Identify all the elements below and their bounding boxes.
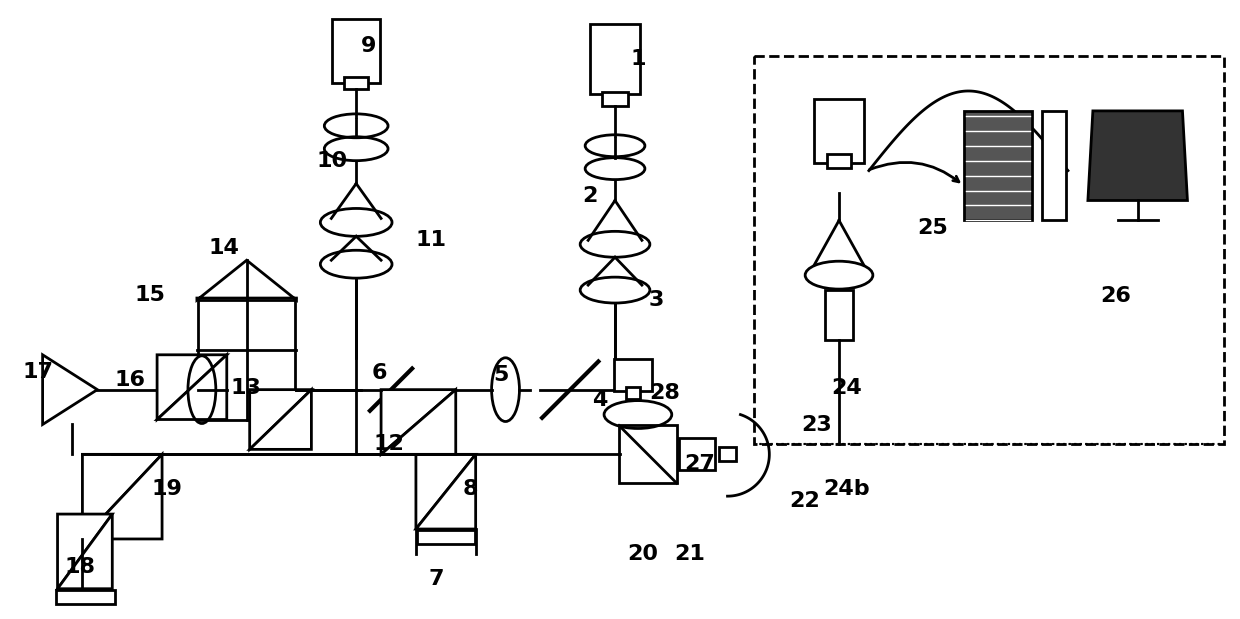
Text: 9: 9 (361, 36, 376, 56)
Text: 24b: 24b (823, 479, 870, 499)
Bar (417, 530, 475, 544)
Bar (332, 19, 381, 83)
Bar (1042, 111, 1066, 220)
Text: 26: 26 (1100, 286, 1131, 306)
Text: 18: 18 (64, 557, 95, 577)
Text: 3: 3 (649, 290, 663, 310)
Text: 27: 27 (684, 454, 715, 474)
Text: 17: 17 (22, 361, 53, 382)
Text: 16: 16 (115, 370, 146, 390)
Polygon shape (249, 389, 311, 449)
Polygon shape (57, 514, 113, 589)
Text: 21: 21 (675, 544, 706, 564)
Text: 22: 22 (789, 491, 820, 511)
Text: 1: 1 (630, 49, 646, 69)
Text: 12: 12 (373, 435, 404, 454)
Polygon shape (381, 389, 456, 454)
Bar (619, 425, 677, 483)
Bar (345, 77, 368, 89)
Polygon shape (82, 454, 162, 539)
Bar (590, 24, 640, 94)
Bar (965, 111, 1032, 220)
Polygon shape (1087, 111, 1188, 201)
Text: 4: 4 (593, 389, 608, 410)
Polygon shape (157, 355, 227, 420)
Text: 20: 20 (627, 544, 658, 564)
Polygon shape (42, 355, 98, 425)
Polygon shape (197, 260, 296, 300)
Polygon shape (415, 454, 476, 529)
Text: 28: 28 (650, 383, 681, 402)
Polygon shape (249, 389, 311, 449)
Text: 5: 5 (492, 365, 508, 384)
Text: 25: 25 (918, 219, 947, 238)
Polygon shape (381, 389, 456, 454)
Text: 11: 11 (415, 230, 446, 250)
Polygon shape (157, 355, 227, 420)
Text: 6: 6 (371, 363, 387, 383)
Text: 14: 14 (208, 238, 239, 258)
Text: 7: 7 (428, 569, 444, 589)
Bar (56, 590, 115, 604)
Polygon shape (82, 454, 162, 539)
Text: 8: 8 (463, 479, 479, 499)
Text: 15: 15 (135, 285, 166, 305)
Text: 23: 23 (802, 415, 832, 436)
Text: 13: 13 (231, 378, 262, 397)
Bar (827, 154, 851, 168)
Bar (614, 359, 652, 391)
Bar (198, 300, 295, 420)
Bar (603, 92, 627, 106)
Text: 24: 24 (832, 378, 862, 397)
Polygon shape (57, 514, 113, 589)
Bar (815, 99, 864, 163)
Text: 19: 19 (151, 479, 182, 499)
Bar (678, 438, 714, 470)
Bar (718, 448, 737, 461)
Polygon shape (415, 454, 476, 529)
Text: 2: 2 (583, 186, 598, 206)
Text: 10: 10 (316, 150, 348, 171)
Bar (825, 290, 853, 340)
Bar (754, 56, 1224, 444)
Bar (626, 387, 640, 399)
